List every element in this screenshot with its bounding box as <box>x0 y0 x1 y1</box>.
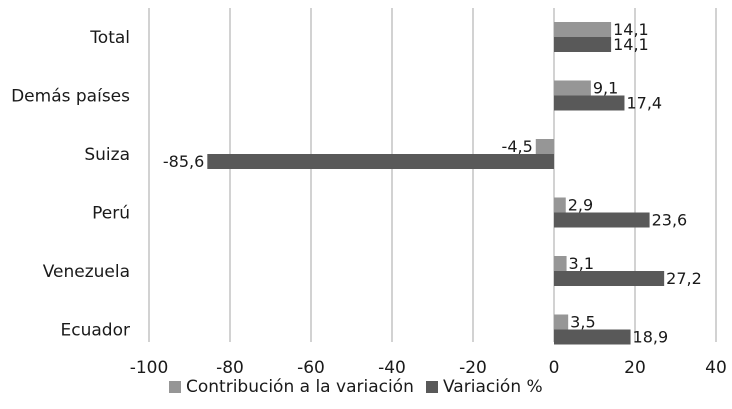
bar <box>535 139 554 154</box>
bar <box>554 22 612 37</box>
data-label: 9,1 <box>593 79 618 98</box>
data-label: -85,6 <box>163 152 204 171</box>
legend-label: Variación % <box>443 377 543 397</box>
data-label: 2,9 <box>568 196 593 215</box>
bar <box>554 256 567 271</box>
x-tick-label: 0 <box>549 358 560 378</box>
legend: Contribución a la variación Variación % <box>169 377 543 397</box>
bar <box>554 197 566 213</box>
x-tick-label: -60 <box>297 358 325 378</box>
gridlines <box>148 8 717 342</box>
category-label: Ecuador <box>61 321 130 341</box>
bars <box>207 22 665 345</box>
x-tick-label: -100 <box>130 358 169 378</box>
data-label: 3,5 <box>570 313 595 332</box>
category-label: Demás países <box>11 87 130 107</box>
data-label: 27,2 <box>666 269 702 288</box>
bar <box>554 37 612 52</box>
data-label: -4,5 <box>502 137 533 156</box>
bar <box>554 95 625 111</box>
data-label: 14,1 <box>613 20 649 39</box>
x-tick-label: -40 <box>378 358 406 378</box>
x-tick-label: 20 <box>624 358 646 378</box>
bar <box>554 314 569 330</box>
bar <box>207 154 554 169</box>
data-label: 18,9 <box>633 328 669 347</box>
category-label: Suiza <box>84 145 130 165</box>
x-tick-label: -20 <box>459 358 487 378</box>
x-tick-label: 40 <box>705 358 727 378</box>
data-label: 14,1 <box>613 35 649 54</box>
data-label: 17,4 <box>626 94 662 113</box>
x-tick-label: -80 <box>216 358 244 378</box>
bar <box>554 271 665 286</box>
bar <box>554 329 631 345</box>
x-axis: -100 -80 -60 -40 -20 0 20 40 <box>130 358 727 378</box>
bar <box>554 212 650 228</box>
legend-swatch <box>169 381 181 393</box>
data-label: 23,6 <box>652 211 688 230</box>
category-label: Perú <box>92 204 130 224</box>
category-label: Total <box>89 28 130 48</box>
category-label: Venezuela <box>43 262 130 282</box>
legend-label: Contribución a la variación <box>186 377 414 397</box>
legend-swatch <box>426 381 438 393</box>
data-label: 3,1 <box>569 254 594 273</box>
data-labels: 14,114,1 9,1 17,4 -4,5 -85,6 2,9 23,6 3,1 27,2 3,… <box>163 20 702 347</box>
bar <box>554 80 591 96</box>
category-labels: Total Demás países Suiza Perú Venezuela Ecuad… <box>11 28 130 341</box>
